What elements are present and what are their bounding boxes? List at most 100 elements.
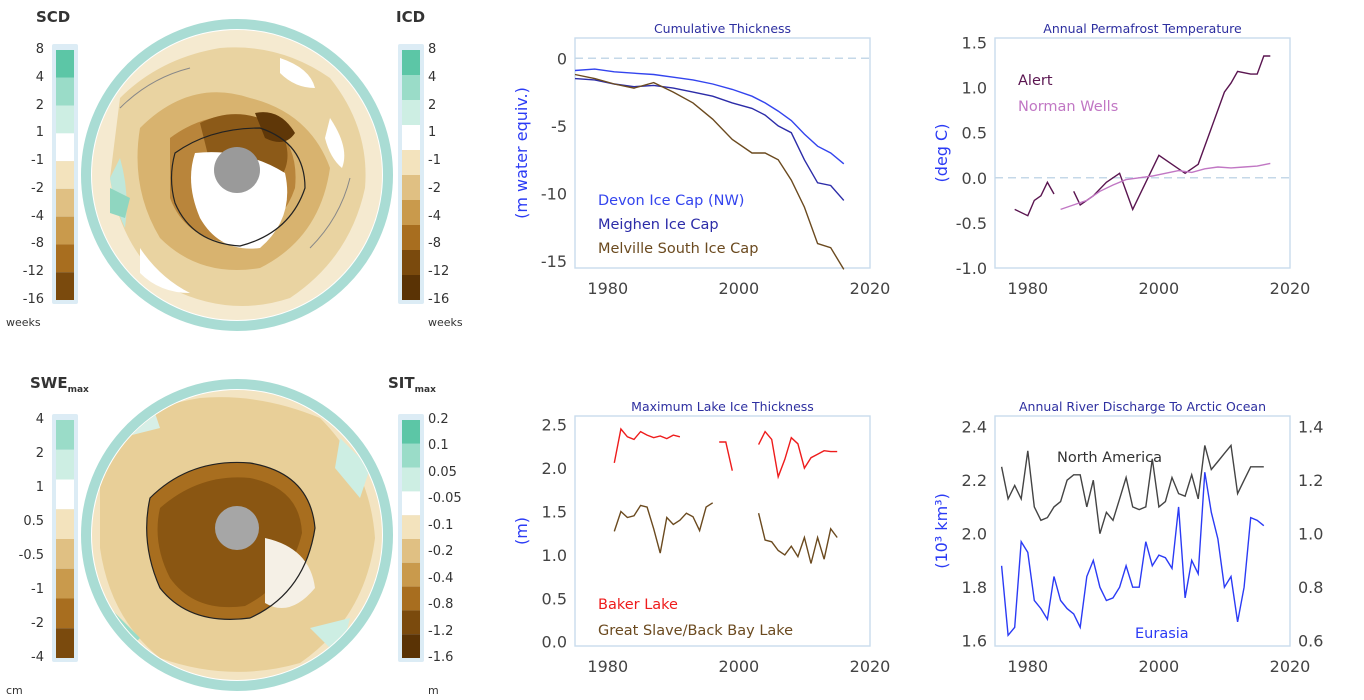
- colorbar-tick-label: 0.1: [428, 438, 449, 454]
- chart-permafrost-temperature-svg: Annual Permafrost Temperature 1.5 1.0 0.5 0.…: [932, 21, 1311, 298]
- x-tick-label: 2000: [719, 657, 760, 676]
- map-bottom-right-ticks: 0.2 0.1 0.05 -0.05 -0.1 -0.2 -0.4 -0.8 -1.2 -1.6: [428, 412, 478, 665]
- map-bottom-left-ticks: 4 2 1 0.5 -0.5 -1 -2 -4: [0, 412, 46, 665]
- colorbar-swatch: [56, 161, 74, 189]
- series-line-eurasia: [1000, 472, 1265, 638]
- colorbar-tick-label: 4: [35, 69, 44, 85]
- series-line-great-slave-back-bay-lake: [613, 502, 714, 554]
- y-tick-label: 2.0: [542, 459, 567, 478]
- map-bottom-right-unit: m: [428, 684, 439, 697]
- map-bottom-right-title: SITmax: [388, 374, 436, 395]
- series-line-north-america: [1000, 443, 1264, 534]
- chart-river-discharge: Annual River Discharge To Arctic Ocean 1.…: [920, 396, 1360, 696]
- colorbar-tick-label: 2: [35, 446, 44, 461]
- chart-lake-ice-thickness-svg: Maximum Lake Ice Thickness 0.0 0.5 1.0 1.5 2.…: [512, 399, 891, 676]
- colorbar-swatch: [56, 628, 74, 658]
- chart-cumulative-thickness-svg: Cumulative Thickness 0 -5 -10 -15 1980 2000 202…: [512, 21, 890, 298]
- colorbar-tick-label: -0.8: [428, 597, 454, 613]
- map-bottom-left-title: SWEmax: [30, 374, 89, 395]
- colorbar-tick-label: -0.5: [18, 548, 44, 563]
- y-tick-label: 2.0: [962, 525, 987, 544]
- series-line-melville-south-ice-cap: [574, 73, 845, 270]
- plot-frame: [994, 415, 1291, 647]
- y-axis-label: (deg C): [932, 124, 951, 183]
- legend-label: Baker Lake: [598, 597, 678, 613]
- x-tick-label: 2000: [719, 279, 760, 298]
- colorbar-swatch: [402, 75, 420, 100]
- plot-frame: [574, 37, 871, 269]
- colorbar-swatch: [402, 586, 420, 611]
- y2-tick-label: 0.6: [1298, 632, 1323, 651]
- x-tick-label: 2020: [1270, 657, 1311, 676]
- colorbar-swatch: [402, 150, 420, 175]
- legend-label: Melville South Ice Cap: [598, 241, 758, 257]
- colorbar-swatch: [56, 598, 74, 629]
- colorbar-tick-label: -4: [428, 208, 441, 224]
- plot-frame: [574, 415, 871, 647]
- y2-tick-label: 1.4: [1298, 418, 1323, 437]
- chart-lake-ice-thickness: Maximum Lake Ice Thickness 0.0 0.5 1.0 1.5 2.…: [500, 396, 920, 696]
- series-line-baker-lake: [613, 427, 681, 464]
- map-bottom-left-colorbar: [52, 414, 78, 662]
- legend-label: North America: [1057, 450, 1162, 466]
- colorbar-tick-label: 1: [35, 125, 44, 141]
- colorbar-tick-label: -0.2: [428, 544, 454, 560]
- y-tick-label: -1.0: [956, 259, 987, 278]
- y-tick-label: -10: [541, 185, 567, 204]
- colorbar-swatch: [56, 50, 74, 78]
- colorbar-swatch: [56, 568, 74, 599]
- map-top-polar: [81, 19, 393, 331]
- y-tick-label: 1.0: [962, 79, 987, 98]
- colorbar-swatch: [56, 105, 74, 134]
- colorbar-swatch: [402, 125, 420, 150]
- y-axis-label: (m): [512, 517, 531, 545]
- colorbar-tick-label: 4: [428, 69, 437, 85]
- colorbar-swatch: [56, 188, 74, 217]
- y-tick-label: 1.5: [542, 502, 567, 521]
- map-top-right-ticks: 8 4 2 1 -1 -2 -4 -8 -12 -16: [428, 42, 474, 307]
- y-tick-label: -5: [551, 117, 567, 136]
- map-top-left-unit: weeks: [6, 316, 41, 329]
- map-bottom-left-title-main: SWE: [30, 374, 68, 392]
- colorbar-tick-label: 4: [35, 412, 44, 427]
- colorbar-swatch: [402, 250, 420, 275]
- map-bottom-right-title-sub: max: [414, 385, 436, 395]
- colorbar-swatch: [402, 515, 420, 539]
- chart-title: Cumulative Thickness: [654, 21, 791, 36]
- map-top-left-ticks: 8 4 2 1 -1 -2 -4 -8 -12 -16: [0, 42, 46, 307]
- colorbar-tick-label: -2: [428, 180, 441, 196]
- colorbar-tick-label: 0.5: [23, 514, 44, 529]
- map-top-right-colorbar: [398, 44, 424, 304]
- colorbar-tick-label: 8: [428, 42, 437, 57]
- colorbar-tick-label: -1: [31, 153, 44, 169]
- colorbar-tick-label: -2: [31, 180, 44, 196]
- y2-tick-label: 1.2: [1298, 471, 1323, 490]
- y-tick-label: 2.4: [962, 418, 987, 437]
- colorbar-tick-label: -8: [428, 236, 441, 252]
- colorbar-tick-label: 8: [35, 42, 44, 57]
- map-bottom-polar: [81, 379, 393, 691]
- colorbar-tick-label: -16: [428, 292, 450, 307]
- colorbar-swatch: [56, 133, 74, 162]
- x-tick-label: 2020: [850, 657, 891, 676]
- x-tick-label: 2020: [1270, 279, 1311, 298]
- y-tick-label: 1.0: [542, 546, 567, 565]
- y-tick-label: 2.2: [962, 471, 987, 490]
- chart-title: Annual Permafrost Temperature: [1043, 21, 1242, 36]
- colorbar-tick-label: -4: [31, 650, 44, 665]
- colorbar-swatch: [402, 200, 420, 225]
- colorbar-swatch: [56, 539, 74, 569]
- colorbar-tick-label: 1: [35, 480, 44, 495]
- colorbar-tick-label: 1: [428, 125, 437, 141]
- legend-label: Alert: [1018, 73, 1053, 89]
- colorbar-swatch: [56, 479, 74, 510]
- colorbar-swatch: [402, 491, 420, 516]
- colorbar-tick-label: 0.2: [428, 412, 449, 427]
- colorbar-tick-label: 0.05: [428, 464, 457, 480]
- colorbar-tick-label: -16: [22, 292, 44, 307]
- y-tick-label: 0.0: [542, 633, 567, 652]
- map-bottom-left-title-sub: max: [67, 385, 89, 395]
- map-bottom-left-unit: cm: [6, 684, 23, 697]
- x-tick-label: 1980: [1007, 279, 1048, 298]
- colorbar-swatch: [402, 443, 420, 468]
